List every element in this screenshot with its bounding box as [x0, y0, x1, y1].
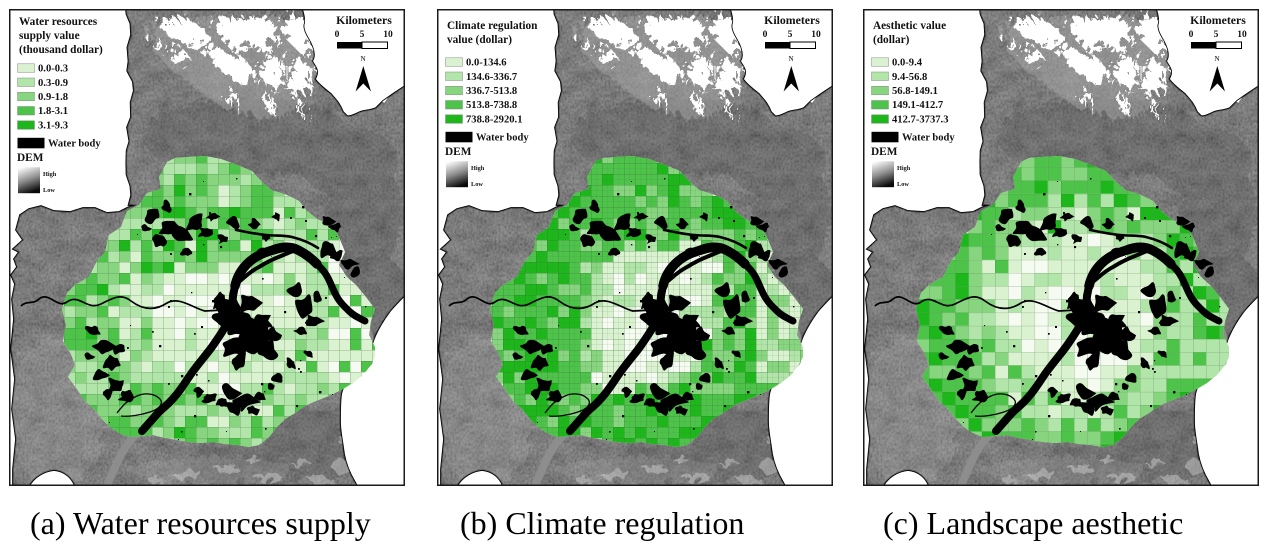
svg-text:10: 10 — [1237, 30, 1247, 40]
svg-text:DEM: DEM — [445, 146, 472, 158]
svg-text:N: N — [1214, 55, 1219, 63]
svg-text:9.4-56.8: 9.4-56.8 — [892, 72, 927, 83]
svg-text:Kilometers: Kilometers — [1190, 13, 1246, 27]
svg-text:0: 0 — [1189, 30, 1194, 40]
svg-text:0.0-9.4: 0.0-9.4 — [892, 58, 923, 69]
svg-text:(dollar): (dollar) — [873, 34, 910, 46]
svg-text:513.8-738.8: 513.8-738.8 — [466, 100, 517, 111]
svg-text:High: High — [471, 165, 485, 172]
svg-text:(thousand dollar): (thousand dollar) — [19, 44, 103, 56]
svg-text:Low: Low — [43, 187, 55, 194]
svg-text:High: High — [897, 165, 911, 172]
svg-text:412.7-3737.3: 412.7-3737.3 — [892, 115, 949, 126]
svg-text:0: 0 — [763, 30, 768, 40]
svg-text:Low: Low — [897, 181, 909, 188]
svg-text:0.3-0.9: 0.3-0.9 — [38, 78, 68, 89]
svg-text:Water body: Water body — [476, 133, 529, 144]
svg-text:DEM: DEM — [871, 146, 898, 158]
svg-text:Kilometers: Kilometers — [336, 13, 392, 27]
svg-text:value (dollar): value (dollar) — [447, 34, 512, 46]
svg-text:Water body: Water body — [902, 133, 955, 144]
svg-text:N: N — [788, 55, 793, 63]
svg-text:56.8-149.1: 56.8-149.1 — [892, 86, 938, 97]
svg-text:Aesthetic value: Aesthetic value — [873, 20, 946, 32]
svg-text:Low: Low — [471, 181, 483, 188]
svg-text:149.1-412.7: 149.1-412.7 — [892, 100, 944, 111]
svg-text:N: N — [360, 55, 365, 63]
svg-text:336.7-513.8: 336.7-513.8 — [466, 86, 517, 97]
svg-text:10: 10 — [811, 30, 821, 40]
svg-text:738.8-2920.1: 738.8-2920.1 — [466, 115, 523, 126]
svg-text:1.8-3.1: 1.8-3.1 — [38, 106, 68, 117]
svg-text:0.9-1.8: 0.9-1.8 — [38, 92, 68, 103]
svg-text:0.0-0.3: 0.0-0.3 — [38, 64, 68, 75]
svg-text:Water body: Water body — [48, 139, 101, 150]
svg-text:DEM: DEM — [17, 152, 44, 164]
svg-text:10: 10 — [383, 30, 393, 40]
svg-text:High: High — [43, 171, 57, 178]
svg-text:5: 5 — [788, 30, 793, 40]
svg-text:Climate regulation: Climate regulation — [447, 20, 538, 32]
svg-text:0.0-134.6: 0.0-134.6 — [466, 58, 507, 69]
svg-text:Water resources: Water resources — [19, 16, 98, 28]
svg-text:0: 0 — [334, 30, 339, 40]
svg-text:Kilometers: Kilometers — [764, 13, 820, 27]
svg-text:134.6-336.7: 134.6-336.7 — [466, 72, 518, 83]
svg-text:5: 5 — [1214, 30, 1219, 40]
svg-text:5: 5 — [359, 30, 364, 40]
svg-text:supply value: supply value — [19, 30, 80, 42]
svg-text:3.1-9.3: 3.1-9.3 — [38, 121, 68, 132]
